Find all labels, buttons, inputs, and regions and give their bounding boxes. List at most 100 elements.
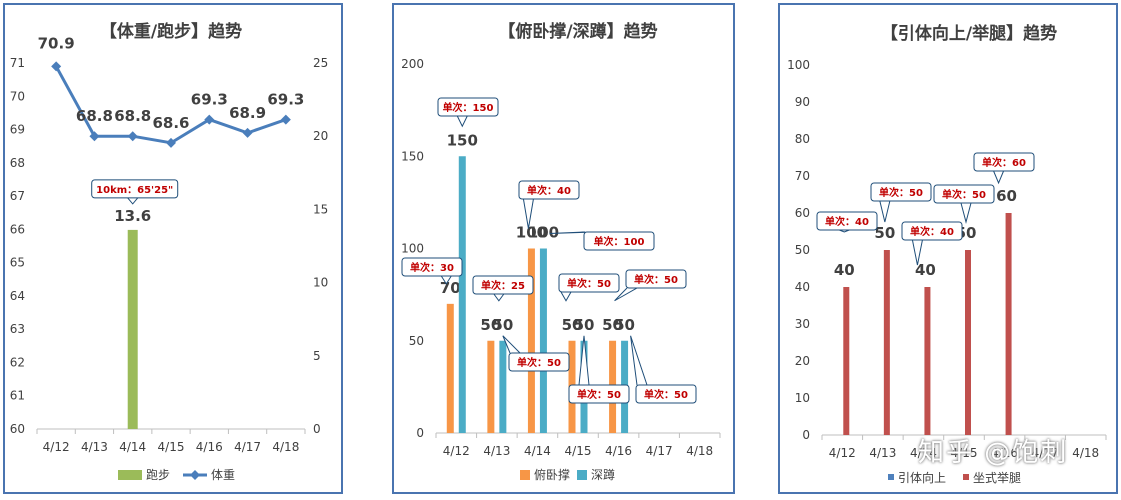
x-tick-label: 4/13: [81, 440, 108, 454]
legraise-callout-pointer: [879, 200, 891, 223]
x-tick-label: 4/12: [43, 440, 70, 454]
legraise-bar: [965, 250, 971, 435]
y-tick-left-label: 66: [10, 222, 25, 236]
legraise-bar-label: 50: [874, 224, 895, 242]
legraise-bar-label: 40: [915, 261, 936, 279]
y-tick-label: 100: [401, 242, 424, 256]
legraise-bar: [843, 287, 850, 435]
pushup-squat-callout-pointer: [522, 198, 534, 229]
weight-point: [242, 127, 253, 138]
x-tick-label: 4/12: [443, 444, 470, 458]
weight-point-label: 69.3: [191, 91, 228, 109]
x-tick-label: 4/14: [119, 440, 146, 454]
pushup-squat-callout: 单次：40: [518, 180, 580, 229]
pushup-squat-callout-pointer: [440, 275, 452, 285]
pushup-squat-callout: 单次：25: [472, 275, 534, 302]
pushup-bar: [487, 340, 495, 433]
pushup-squat-callout: 单次：50: [568, 335, 630, 404]
legraise-callout: 单次：50: [870, 182, 932, 223]
run-bar: [127, 229, 138, 429]
pushup-squat-callout: 单次：150: [437, 97, 499, 128]
x-tick-label: 4/16: [196, 440, 223, 454]
pushup-squat-callout-pointer: [456, 115, 468, 128]
pushup-squat-callout-box: [568, 384, 630, 404]
pushup-squat-callout-box: [437, 97, 499, 117]
pushup-squat-callout-box: [401, 257, 463, 277]
pushup-squat-callout-box: [508, 352, 570, 372]
squat-bar-label: 50: [574, 316, 595, 334]
y-tick-left-label: 62: [10, 355, 25, 369]
weight-point: [280, 114, 291, 125]
y-tick-left-label: 68: [10, 156, 25, 170]
legraise-bar: [883, 250, 890, 435]
weight-point-label: 68.8: [114, 107, 151, 125]
pushup-squat-callout-text: 单次：150: [443, 101, 494, 114]
legraise-bar-label: 60: [996, 187, 1017, 205]
legend-pushup-label: 俯卧撑: [534, 467, 570, 482]
pushup-squat-callout: 单次：30: [401, 257, 463, 285]
legend-squat-swatch: [577, 470, 587, 480]
weight-point-label: 68.9: [229, 104, 266, 122]
squat-bar-label: 150: [447, 131, 478, 149]
chart-title: 【俯卧撑/深蹲】趋势: [498, 21, 657, 42]
pushup-squat-callout-box: [583, 231, 655, 251]
weight-point: [127, 131, 138, 142]
legraise-callout-box: [901, 221, 963, 241]
x-tick-label: 4/13: [869, 446, 896, 460]
y-tick-label: 80: [795, 132, 810, 146]
legraise-callout-box: [973, 152, 1035, 172]
x-tick-label: 4/18: [1072, 446, 1099, 460]
x-tick-label: 4/15: [951, 446, 978, 460]
pushup-squat-callout-pointer: [502, 335, 521, 354]
squat-bar-label: 50: [614, 316, 635, 334]
chart-title: 【引体向上/举腿】趋势: [881, 23, 1057, 44]
y-tick-label: 100: [787, 58, 810, 72]
y-tick-right-label: 25: [313, 56, 328, 70]
legraise-callout-text: 单次：50: [879, 186, 923, 199]
pushup-squat-callout-box: [558, 273, 620, 293]
pushup-bar: [527, 248, 535, 433]
x-tick-label: 4/18: [272, 440, 299, 454]
x-tick-label: 4/12: [829, 446, 856, 460]
squat-bar-label: 100: [528, 224, 559, 242]
y-tick-left-label: 70: [10, 89, 25, 103]
y-tick-label: 60: [795, 206, 810, 220]
y-tick-label: 0: [416, 426, 424, 440]
pushup-squat-callout: 单次：50: [502, 335, 570, 372]
x-tick-label: 4/18: [686, 444, 713, 458]
y-tick-label: 50: [409, 334, 424, 348]
legend-run-swatch: [118, 470, 142, 480]
x-tick-label: 4/17: [646, 444, 673, 458]
chart-pushup-squat: 【俯卧撑/深蹲】趋势 0 50 100 150 200 4/12 4/13 4/14 4/15 4/…: [401, 21, 721, 482]
pushup-squat-callout-text: 单次：50: [634, 273, 678, 286]
pushup-squat-callout-text: 单次：100: [594, 235, 645, 248]
legend-legraise-label: 坐式举腿: [973, 471, 1021, 485]
y-tick-label: 30: [795, 317, 810, 331]
legend-pullup-swatch: [888, 474, 894, 480]
legraise-callout: 单次：50: [933, 184, 995, 224]
y-tick-left-label: 60: [10, 422, 25, 436]
pushup-squat-callout-text: 单次：30: [410, 261, 454, 274]
y-tick-label: 150: [401, 149, 424, 163]
legraise-callout-text: 单次：50: [942, 188, 986, 201]
y-tick-left-label: 71: [10, 56, 25, 70]
legend-legraise-swatch: [963, 474, 969, 480]
y-tick-left-label: 67: [10, 189, 25, 203]
legraise-callout-box: [816, 211, 878, 231]
legraise-callout-box: [933, 184, 995, 204]
pushup-squat-callout-pointer: [630, 335, 648, 386]
y-tick-label: 0: [802, 428, 810, 442]
x-tick-label: 4/16: [605, 444, 632, 458]
legraise-callout: 单次：60: [973, 152, 1035, 185]
y-tick-left-label: 63: [10, 322, 25, 336]
y-tick-label: 10: [795, 391, 810, 405]
legraise-bar: [924, 287, 931, 435]
legraise-callout-text: 单次：40: [825, 215, 869, 228]
watermark: 知乎 @饱刺: [918, 438, 1069, 468]
pushup-squat-callout: 单次：50: [614, 269, 687, 302]
legraise-callout-pointer: [960, 202, 972, 224]
chart-panel-pushup-squat: 【俯卧撑/深蹲】趋势 0 50 100 150 200 4/12 4/13 4/14 4/15 4/…: [392, 3, 735, 494]
weight-point-label: 68.6: [152, 114, 189, 132]
y-tick-left-label: 69: [10, 123, 25, 137]
pushup-squat-callout: 单次：50: [558, 273, 620, 302]
